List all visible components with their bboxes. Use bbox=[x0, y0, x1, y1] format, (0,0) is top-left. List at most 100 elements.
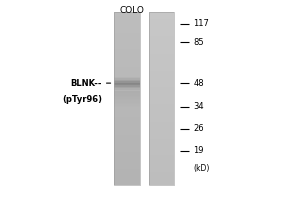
Bar bbox=[114, 175, 140, 177]
Bar bbox=[114, 123, 140, 125]
Bar bbox=[148, 78, 174, 80]
Bar bbox=[148, 103, 174, 104]
Bar bbox=[148, 155, 174, 156]
Bar bbox=[114, 120, 140, 122]
Bar bbox=[114, 13, 140, 15]
Bar bbox=[148, 175, 174, 177]
Bar bbox=[148, 62, 174, 64]
Bar bbox=[148, 41, 174, 42]
Bar bbox=[148, 156, 174, 158]
Bar bbox=[148, 75, 174, 77]
Bar bbox=[114, 183, 140, 184]
Bar bbox=[148, 94, 174, 96]
Bar bbox=[114, 49, 140, 51]
Bar bbox=[148, 165, 174, 167]
Bar bbox=[114, 161, 140, 162]
Bar bbox=[148, 84, 174, 85]
Bar bbox=[148, 74, 174, 75]
Bar bbox=[114, 25, 140, 26]
Bar bbox=[148, 72, 174, 74]
Bar bbox=[148, 149, 174, 151]
Bar bbox=[148, 58, 174, 59]
Bar bbox=[148, 25, 174, 26]
Bar bbox=[148, 22, 174, 23]
Bar bbox=[114, 83, 140, 84]
Bar bbox=[114, 154, 140, 155]
Bar bbox=[148, 52, 174, 54]
Bar bbox=[114, 130, 140, 132]
Bar bbox=[148, 88, 174, 90]
Bar bbox=[148, 97, 174, 99]
Bar bbox=[148, 148, 174, 149]
Bar bbox=[148, 159, 174, 161]
Bar bbox=[148, 114, 174, 116]
Bar bbox=[114, 48, 140, 49]
Bar bbox=[148, 107, 174, 109]
Bar bbox=[114, 85, 140, 87]
Bar bbox=[148, 171, 174, 172]
Bar bbox=[114, 74, 140, 75]
Bar bbox=[148, 104, 174, 106]
Bar bbox=[114, 127, 140, 129]
Bar bbox=[148, 162, 174, 164]
Bar bbox=[114, 19, 140, 20]
Bar bbox=[114, 174, 140, 175]
Bar bbox=[148, 151, 174, 152]
Bar bbox=[148, 143, 174, 145]
Bar bbox=[114, 80, 140, 81]
Bar bbox=[148, 132, 174, 133]
Bar bbox=[114, 167, 140, 168]
Bar bbox=[114, 106, 140, 107]
Bar bbox=[148, 39, 174, 41]
Bar bbox=[114, 65, 140, 67]
Bar bbox=[148, 71, 174, 72]
Bar bbox=[148, 17, 174, 19]
Bar bbox=[148, 142, 174, 143]
Bar bbox=[148, 23, 174, 25]
Bar bbox=[148, 15, 174, 16]
Bar bbox=[148, 54, 174, 55]
Bar bbox=[148, 152, 174, 154]
Bar bbox=[148, 169, 174, 171]
Bar bbox=[114, 78, 140, 80]
Bar bbox=[114, 159, 140, 161]
Bar bbox=[114, 145, 140, 146]
Bar bbox=[148, 65, 174, 67]
Bar bbox=[148, 138, 174, 139]
Bar bbox=[114, 117, 140, 119]
Bar bbox=[148, 12, 174, 185]
Bar bbox=[114, 26, 140, 28]
Bar bbox=[114, 100, 140, 101]
Bar bbox=[114, 96, 140, 97]
Bar bbox=[114, 158, 140, 159]
Bar bbox=[148, 183, 174, 184]
Text: 34: 34 bbox=[193, 102, 204, 111]
Bar bbox=[114, 164, 140, 165]
Bar bbox=[114, 171, 140, 172]
Bar bbox=[114, 184, 140, 185]
Bar bbox=[148, 35, 174, 36]
Bar bbox=[114, 64, 140, 65]
Bar bbox=[114, 152, 140, 154]
Bar bbox=[114, 172, 140, 174]
Bar bbox=[114, 125, 140, 126]
Bar bbox=[114, 146, 140, 148]
Bar bbox=[114, 148, 140, 149]
Bar bbox=[148, 127, 174, 129]
Bar bbox=[148, 177, 174, 178]
Bar bbox=[114, 178, 140, 180]
Bar bbox=[114, 30, 140, 32]
Bar bbox=[148, 158, 174, 159]
Bar bbox=[148, 67, 174, 68]
Bar bbox=[114, 59, 140, 61]
Bar bbox=[148, 178, 174, 180]
Bar bbox=[148, 122, 174, 123]
Bar bbox=[114, 88, 140, 90]
Bar bbox=[148, 161, 174, 162]
Bar bbox=[114, 39, 140, 41]
Bar bbox=[148, 90, 174, 91]
Bar bbox=[148, 119, 174, 120]
Bar bbox=[114, 62, 140, 64]
Bar bbox=[148, 61, 174, 62]
Bar bbox=[114, 143, 140, 145]
